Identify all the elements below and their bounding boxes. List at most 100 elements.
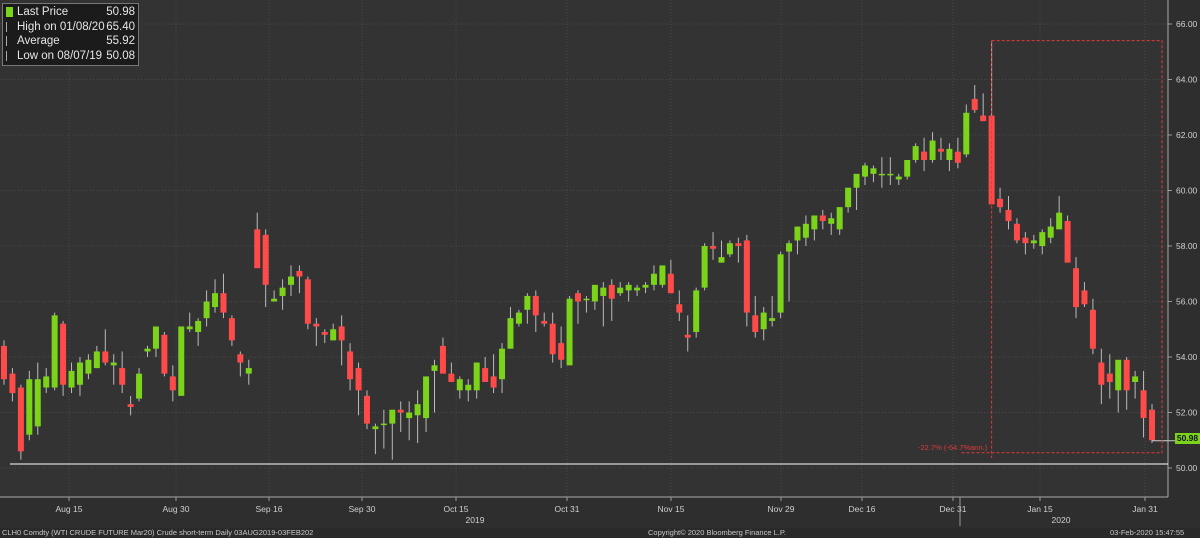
candle-body bbox=[490, 376, 497, 388]
legend-low-value: 50.08 bbox=[106, 49, 135, 62]
candle-body bbox=[439, 345, 446, 374]
candle-body bbox=[271, 298, 278, 302]
candle-body bbox=[862, 165, 868, 177]
candle-body bbox=[887, 173, 894, 176]
candle-body bbox=[245, 368, 252, 374]
candle-body bbox=[237, 354, 244, 363]
candle-body bbox=[119, 368, 126, 385]
candle-body bbox=[904, 159, 911, 177]
y-tick-label: 64.00 bbox=[1176, 75, 1198, 85]
candle-body bbox=[288, 276, 294, 285]
candle-body bbox=[895, 176, 902, 180]
plot-area bbox=[0, 0, 1168, 497]
candle-body bbox=[575, 293, 581, 302]
candle-body bbox=[313, 323, 320, 327]
legend-high: High on 01/08/20 65.40 bbox=[6, 20, 135, 35]
candle-body bbox=[499, 348, 506, 380]
candle-body bbox=[515, 312, 522, 324]
y-tick-label: 62.00 bbox=[1176, 130, 1198, 140]
candle-body bbox=[743, 240, 750, 313]
candle-body bbox=[102, 351, 109, 363]
x-axis-panel bbox=[0, 497, 1168, 528]
candle-body bbox=[997, 198, 1004, 208]
candle-body bbox=[549, 323, 556, 355]
candle-body bbox=[144, 348, 151, 352]
candle-body bbox=[541, 320, 548, 324]
candle-body bbox=[51, 315, 58, 388]
legend-average: Average 55.92 bbox=[6, 34, 135, 49]
candle-body bbox=[988, 115, 995, 205]
y-tick-label: 50.00 bbox=[1176, 463, 1198, 473]
candle-body bbox=[1106, 373, 1113, 382]
candle-body bbox=[836, 207, 843, 230]
candle-body bbox=[701, 246, 708, 288]
footer-copyright: Copyright© 2020 Bloomberg Finance L.P. bbox=[648, 528, 786, 537]
candle-body bbox=[347, 351, 354, 380]
x-tick-label: Aug 15 bbox=[56, 504, 83, 514]
candle-body bbox=[43, 376, 50, 388]
candle-body bbox=[507, 318, 514, 349]
candle-body bbox=[946, 148, 953, 160]
candle-body bbox=[423, 376, 430, 419]
y-tick-label: 54.00 bbox=[1176, 352, 1198, 362]
candle-body bbox=[684, 334, 691, 338]
candle-body bbox=[735, 243, 742, 246]
x-tick-label: Dec 16 bbox=[849, 504, 876, 514]
candle-body bbox=[212, 293, 219, 308]
candle-body bbox=[330, 329, 337, 341]
candle-body bbox=[414, 404, 421, 416]
x-tick-label: Jan 31 bbox=[1132, 504, 1158, 514]
candle-body bbox=[9, 373, 16, 394]
candle-body bbox=[811, 215, 818, 230]
candle-body bbox=[1, 345, 7, 380]
candle-body bbox=[397, 409, 404, 413]
candle-body bbox=[718, 257, 725, 263]
candle-body bbox=[617, 287, 624, 294]
y-tick-label: 58.00 bbox=[1176, 241, 1198, 251]
x-year-label: 2020 bbox=[1052, 515, 1071, 525]
candle-body bbox=[625, 284, 632, 291]
candle-body bbox=[136, 373, 143, 399]
legend-last-price-value: 50.98 bbox=[106, 6, 135, 18]
x-tick-label: Oct 15 bbox=[443, 504, 468, 514]
candle-body bbox=[777, 254, 784, 313]
candle-body bbox=[380, 423, 387, 426]
candle-body bbox=[355, 368, 362, 391]
candle-body bbox=[17, 387, 24, 452]
legend-average-label: Average bbox=[17, 35, 60, 47]
legend-low-label: Low on 08/07/19 bbox=[17, 49, 103, 62]
x-tick-label: Dec 31 bbox=[940, 504, 967, 514]
candle-body bbox=[76, 362, 83, 385]
candle-body bbox=[1013, 223, 1020, 241]
candle-body bbox=[921, 151, 928, 160]
candle-body bbox=[482, 368, 489, 382]
candle-body bbox=[321, 332, 328, 335]
legend-panel: Last Price 50.98 High on 01/08/20 65.40 … bbox=[2, 3, 139, 66]
legend-up-swatch bbox=[6, 7, 13, 18]
candle-body bbox=[710, 246, 717, 249]
candle-body bbox=[1123, 359, 1130, 391]
candle-body bbox=[963, 112, 970, 155]
legend-high-value: 65.40 bbox=[106, 20, 135, 33]
legend-low: Low on 08/07/19 50.08 bbox=[6, 49, 135, 64]
candle-body bbox=[693, 290, 700, 333]
candle-body bbox=[1081, 290, 1088, 305]
footer-security-description: CLH0 Comdty (WTI CRUDE FUTURE Mar20) Cru… bbox=[2, 528, 314, 537]
candle-body bbox=[591, 284, 598, 302]
candle-body bbox=[752, 315, 759, 333]
candle-body bbox=[937, 148, 944, 152]
candle-body bbox=[1064, 221, 1071, 263]
candle-body bbox=[878, 173, 885, 176]
candle-body bbox=[608, 284, 615, 299]
legend-average-value: 55.92 bbox=[106, 35, 135, 47]
last-price-tag: 50.98 bbox=[1175, 433, 1200, 444]
x-tick-label: Sep 16 bbox=[256, 504, 283, 514]
candle-body bbox=[769, 318, 776, 321]
candle-body bbox=[726, 243, 733, 255]
candle-body bbox=[642, 284, 649, 288]
candle-body bbox=[448, 373, 455, 382]
candle-body bbox=[279, 287, 286, 296]
x-tick-label: Nov 15 bbox=[658, 504, 685, 514]
candle-body bbox=[60, 323, 67, 385]
candle-body bbox=[456, 379, 463, 391]
